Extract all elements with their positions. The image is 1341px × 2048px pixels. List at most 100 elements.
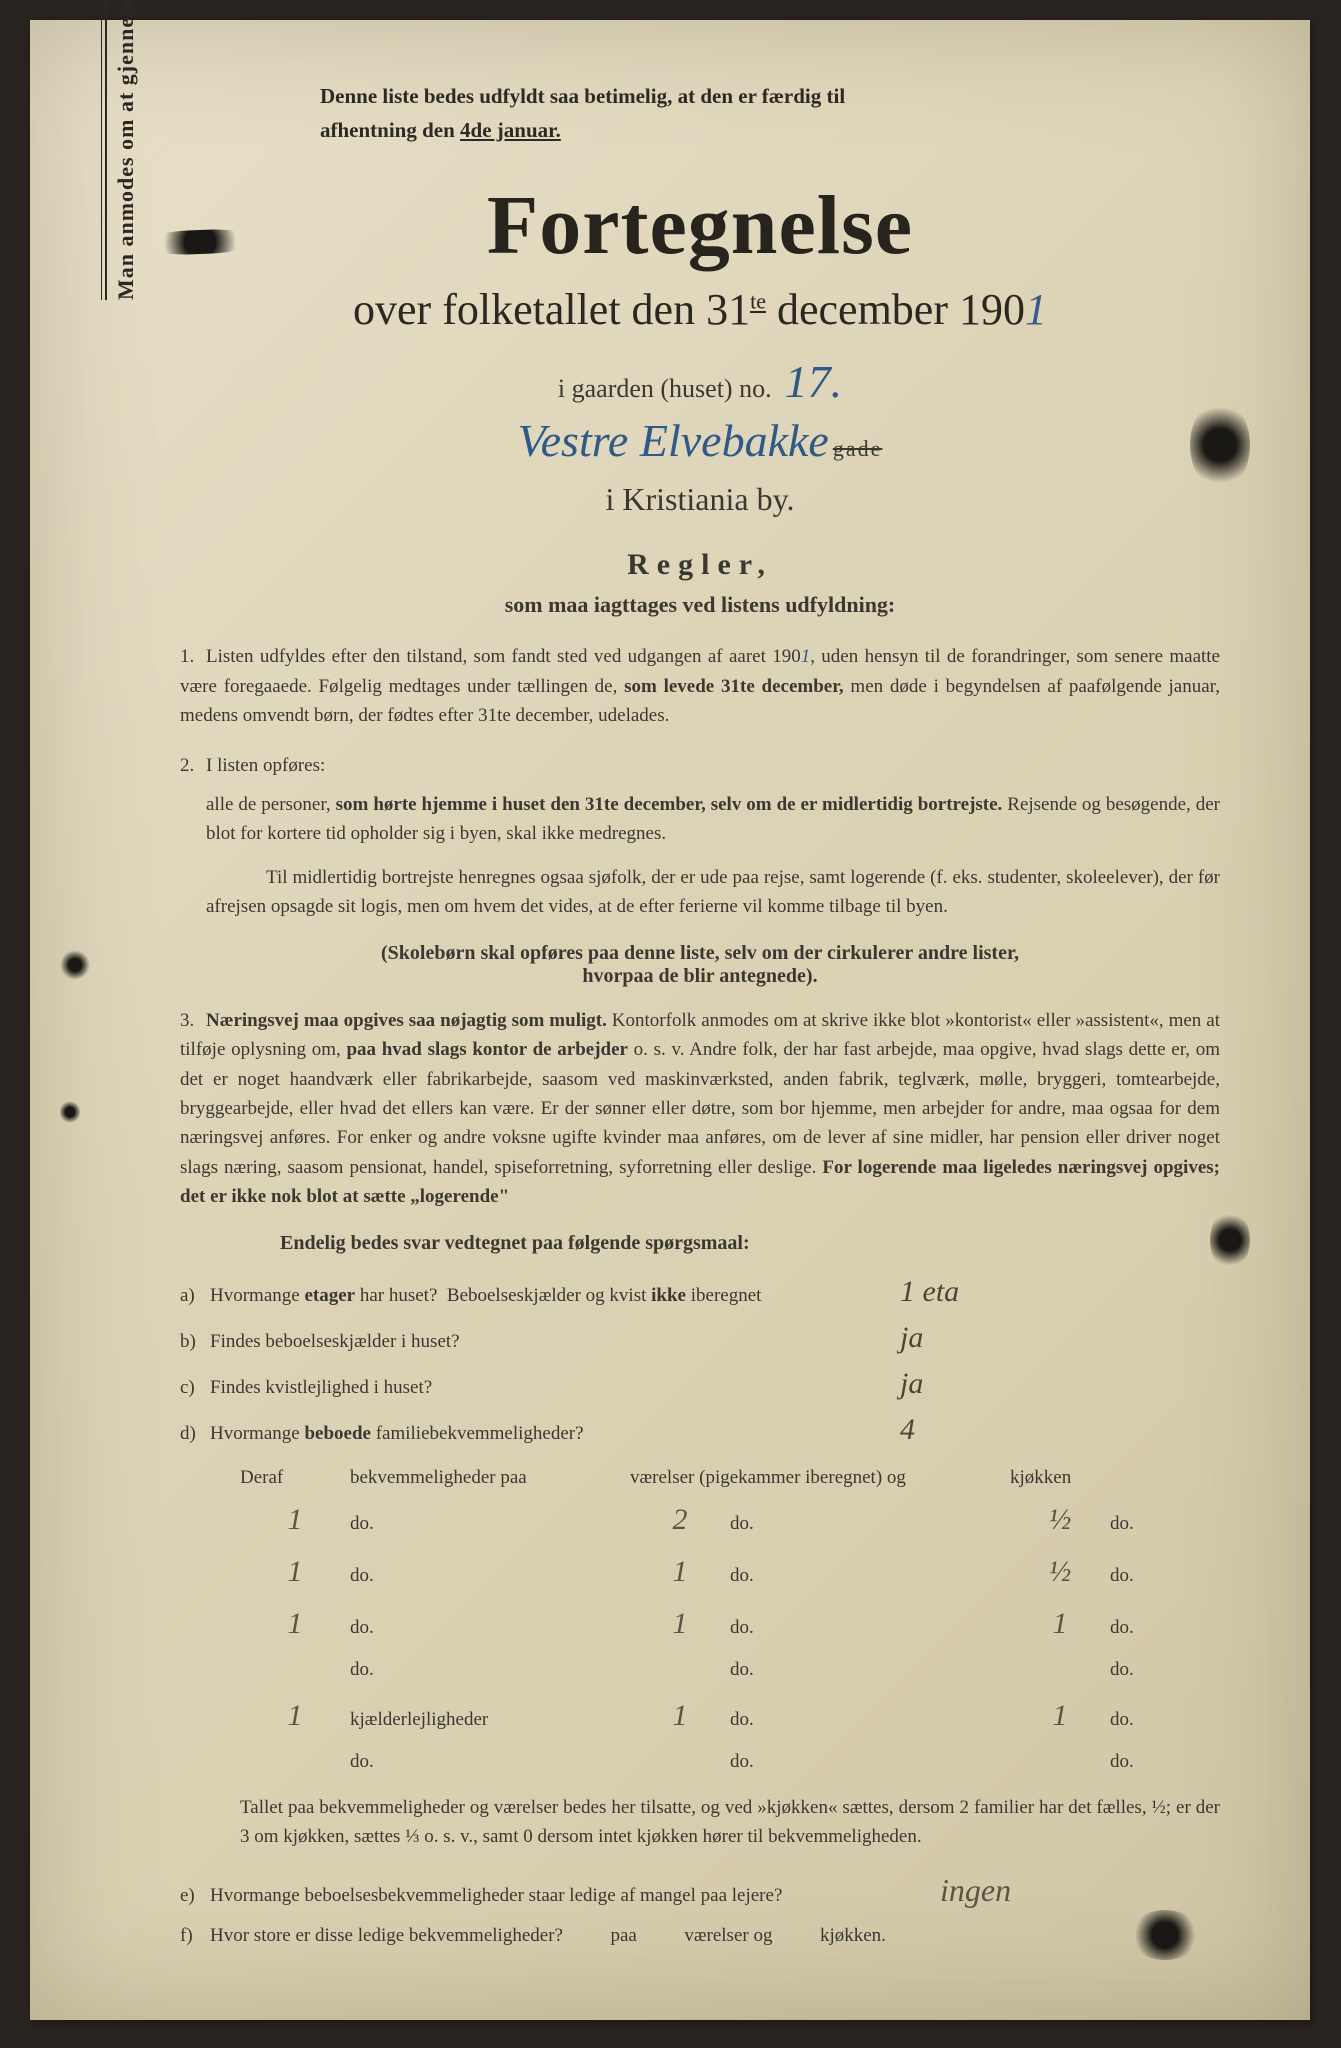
row-type: do. bbox=[350, 1617, 630, 1639]
row-kitchen: 1 bbox=[1010, 1607, 1110, 1641]
question-d: d)Hvormange beboede familiebekvemmelighe… bbox=[180, 1413, 1220, 1447]
title-subtitle: over folketallet den 31te december 1901 bbox=[180, 284, 1220, 335]
row-do1: do. bbox=[730, 1751, 1010, 1773]
th-deraf: Deraf bbox=[240, 1467, 350, 1489]
question-c: c)Findes kvistlejlighed i huset? ja bbox=[180, 1367, 1220, 1401]
row-do1: do. bbox=[730, 1709, 1010, 1731]
row-do2: do. bbox=[1110, 1751, 1190, 1773]
rule-1-number: 1. bbox=[180, 642, 206, 671]
street-line: Vestre Elvebakke gade bbox=[180, 414, 1220, 467]
row-count: 1 bbox=[240, 1555, 350, 1589]
q-f-letter: f) bbox=[180, 1925, 210, 1947]
rule-2-body: alle de personer, som hørte hjemme i hus… bbox=[180, 790, 1220, 849]
row-rooms: 1 bbox=[630, 1555, 730, 1589]
questions-block: a)Hvormange etager har huset? Beboelsesk… bbox=[180, 1275, 1220, 1447]
gaarden-printed: i gaarden (huset) no. bbox=[558, 374, 772, 403]
row-do2: do. bbox=[1110, 1617, 1190, 1639]
q-f-text-a: Hvor store er disse ledige bekvemmelighe… bbox=[210, 1925, 563, 1946]
rule-2-number: 2. bbox=[180, 751, 206, 780]
schoolchildren-note: (Skolebørn skal opføres paa denne liste,… bbox=[180, 942, 1220, 988]
row-do1: do. bbox=[730, 1617, 1010, 1639]
row-do2: do. bbox=[1110, 1565, 1190, 1587]
row-do1: do. bbox=[730, 1659, 1010, 1681]
handwritten-year: 1 bbox=[1025, 285, 1047, 334]
row-type: do. bbox=[350, 1751, 630, 1773]
q-b-text: Findes beboelseskjælder i huset? bbox=[210, 1331, 460, 1352]
rule-3-body: Næringsvej maa opgives saa nøjagtig som … bbox=[180, 1010, 1220, 1208]
q-f-paa: paa bbox=[610, 1925, 636, 1946]
q-e-letter: e) bbox=[180, 1885, 210, 1907]
row-do1: do. bbox=[730, 1565, 1010, 1587]
q-b-answer: ja bbox=[900, 1321, 923, 1355]
ink-blot bbox=[1190, 400, 1250, 490]
ink-blot bbox=[1130, 1910, 1200, 1960]
rule-1: 1.Listen udfyldes efter den tilstand, so… bbox=[180, 642, 1220, 730]
row-type: do. bbox=[350, 1659, 630, 1681]
table-row: 1kjælderlejligheder1do.1do. bbox=[240, 1699, 1220, 1733]
q-d-answer: 4 bbox=[900, 1413, 915, 1447]
row-count: 1 bbox=[240, 1607, 350, 1641]
question-e: e)Hvormange beboelsesbekvemmeligheder st… bbox=[180, 1872, 1220, 1909]
table-row: 1do.1do.1do. bbox=[240, 1607, 1220, 1641]
q-c-answer: ja bbox=[900, 1367, 923, 1401]
rule-3: 3.Næringsvej maa opgives saa nøjagtig so… bbox=[180, 1006, 1220, 1212]
footer-paragraph: Tallet paa bekvemmeligheder og værelser … bbox=[240, 1793, 1220, 1852]
ink-blot bbox=[60, 1100, 80, 1124]
row-do2: do. bbox=[1110, 1709, 1190, 1731]
row-rooms: 1 bbox=[630, 1607, 730, 1641]
table-row: do. do. do. bbox=[240, 1659, 1220, 1681]
q-a-letter: a) bbox=[180, 1285, 210, 1307]
document-paper: Man anmodes om at gjennemlæse og nøje at… bbox=[30, 20, 1310, 2020]
row-type: kjælderlejligheder bbox=[350, 1709, 630, 1731]
row-count: 1 bbox=[240, 1699, 350, 1733]
title-main: Fortegnelse bbox=[180, 177, 1220, 274]
row-do2: do. bbox=[1110, 1513, 1190, 1535]
question-b: b)Findes beboelseskjælder i huset? ja bbox=[180, 1321, 1220, 1355]
handwritten-street: Vestre Elvebakke bbox=[518, 415, 829, 466]
row-type: do. bbox=[350, 1565, 630, 1587]
question-f: f)Hvor store er disse ledige bekvemmelig… bbox=[180, 1925, 1220, 1947]
ink-blot bbox=[60, 950, 90, 980]
q-b-letter: b) bbox=[180, 1331, 210, 1353]
q-d-text: Hvormange beboede familiebekvemmelighede… bbox=[210, 1423, 584, 1444]
th-kjokken: kjøkken bbox=[1010, 1467, 1160, 1489]
rule-2-extra: Til midlertidig bortrejste henregnes ogs… bbox=[180, 863, 1220, 922]
th-bekvem: bekvemmeligheder paa bbox=[350, 1467, 630, 1489]
row-type: do. bbox=[350, 1513, 630, 1535]
top-note-line1: Denne liste bedes udfyldt saa betimelig,… bbox=[320, 84, 845, 108]
q-f-vaerelser: værelser og bbox=[684, 1925, 772, 1946]
rule-2: 2.I listen opføres: alle de personer, so… bbox=[180, 751, 1220, 922]
table-row: 1do.1do.½do. bbox=[240, 1555, 1220, 1589]
row-rooms: 2 bbox=[630, 1503, 730, 1537]
left-margin-instruction: Man anmodes om at gjennemlæse og nøje at… bbox=[105, 0, 139, 300]
handwritten-house-number: 17. bbox=[785, 356, 843, 407]
q-c-letter: c) bbox=[180, 1377, 210, 1399]
rule-1-text: Listen udfyldes efter den tilstand, som … bbox=[180, 646, 1220, 726]
top-deadline-note: Denne liste bedes udfyldt saa betimelig,… bbox=[320, 80, 1220, 147]
city-line: i Kristiania by. bbox=[180, 481, 1220, 518]
row-kitchen: 1 bbox=[1010, 1699, 1110, 1733]
q-e-text: Hvormange beboelsesbekvemmeligheder staa… bbox=[210, 1885, 782, 1906]
house-number-line: i gaarden (huset) no. 17. bbox=[180, 355, 1220, 408]
row-kitchen: ½ bbox=[1010, 1503, 1110, 1537]
row-kitchen: ½ bbox=[1010, 1555, 1110, 1589]
subtitle-ordinal: te bbox=[750, 289, 766, 314]
th-vaerelser: værelser (pigekammer iberegnet) og bbox=[630, 1467, 1010, 1489]
q-d-letter: d) bbox=[180, 1423, 210, 1445]
rules-subheading: som maa iagttages ved listens udfyldning… bbox=[180, 592, 1220, 618]
table-header: Deraf bekvemmeligheder paa værelser (pig… bbox=[240, 1467, 1220, 1489]
gade-struck: gade bbox=[833, 436, 883, 461]
q-f-kjokken: kjøkken. bbox=[820, 1925, 886, 1946]
dwelling-table: Deraf bekvemmeligheder paa værelser (pig… bbox=[240, 1467, 1220, 1773]
subtitle-part-b: december 190 bbox=[766, 285, 1025, 334]
row-do2: do. bbox=[1110, 1659, 1190, 1681]
table-row: 1do.2do.½do. bbox=[240, 1503, 1220, 1537]
row-do1: do. bbox=[730, 1513, 1010, 1535]
q-c-text: Findes kvistlejlighed i huset? bbox=[210, 1377, 432, 1398]
top-note-line2a: afhentning den bbox=[320, 118, 460, 142]
endelig-heading: Endelig bedes svar vedtegnet paa følgend… bbox=[280, 1232, 1220, 1255]
rules-heading: Regler, bbox=[180, 548, 1220, 582]
rule-3-number: 3. bbox=[180, 1006, 206, 1035]
rule-2-intro: I listen opføres: bbox=[206, 755, 325, 776]
row-rooms: 1 bbox=[630, 1699, 730, 1733]
